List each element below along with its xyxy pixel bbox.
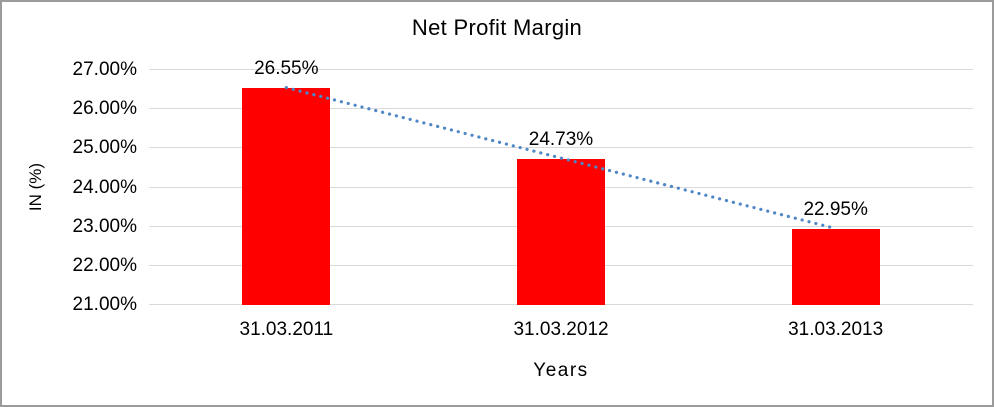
gridline — [149, 69, 973, 70]
bar-data-label: 26.55% — [254, 57, 319, 79]
y-axis-title: IN (%) — [26, 162, 45, 212]
y-axis-tick-label: 25.00% — [72, 137, 137, 158]
bar[interactable] — [242, 87, 331, 305]
y-axis-tick-label: 26.00% — [72, 98, 137, 119]
bar-data-label: 24.73% — [528, 128, 594, 150]
bar[interactable] — [791, 228, 880, 305]
bar[interactable] — [517, 158, 605, 305]
chart-title: Net Profit Margin — [411, 15, 583, 40]
x-axis-tick-label: 31.03.2012 — [513, 319, 609, 340]
x-axis-title: Years — [533, 360, 589, 381]
y-axis-tick-label: 23.00% — [72, 216, 137, 237]
x-axis-tick-label: 31.03.2011 — [239, 319, 334, 340]
x-axis-tick-label: 31.03.2013 — [788, 319, 884, 340]
y-axis-tick-label: 22.00% — [72, 255, 137, 276]
y-axis-tick-label: 21.00% — [72, 294, 137, 315]
y-axis-tick-label: 24.00% — [72, 177, 137, 198]
bar-data-label: 22.95% — [803, 198, 868, 220]
y-axis-tick-label: 27.00% — [72, 59, 137, 80]
